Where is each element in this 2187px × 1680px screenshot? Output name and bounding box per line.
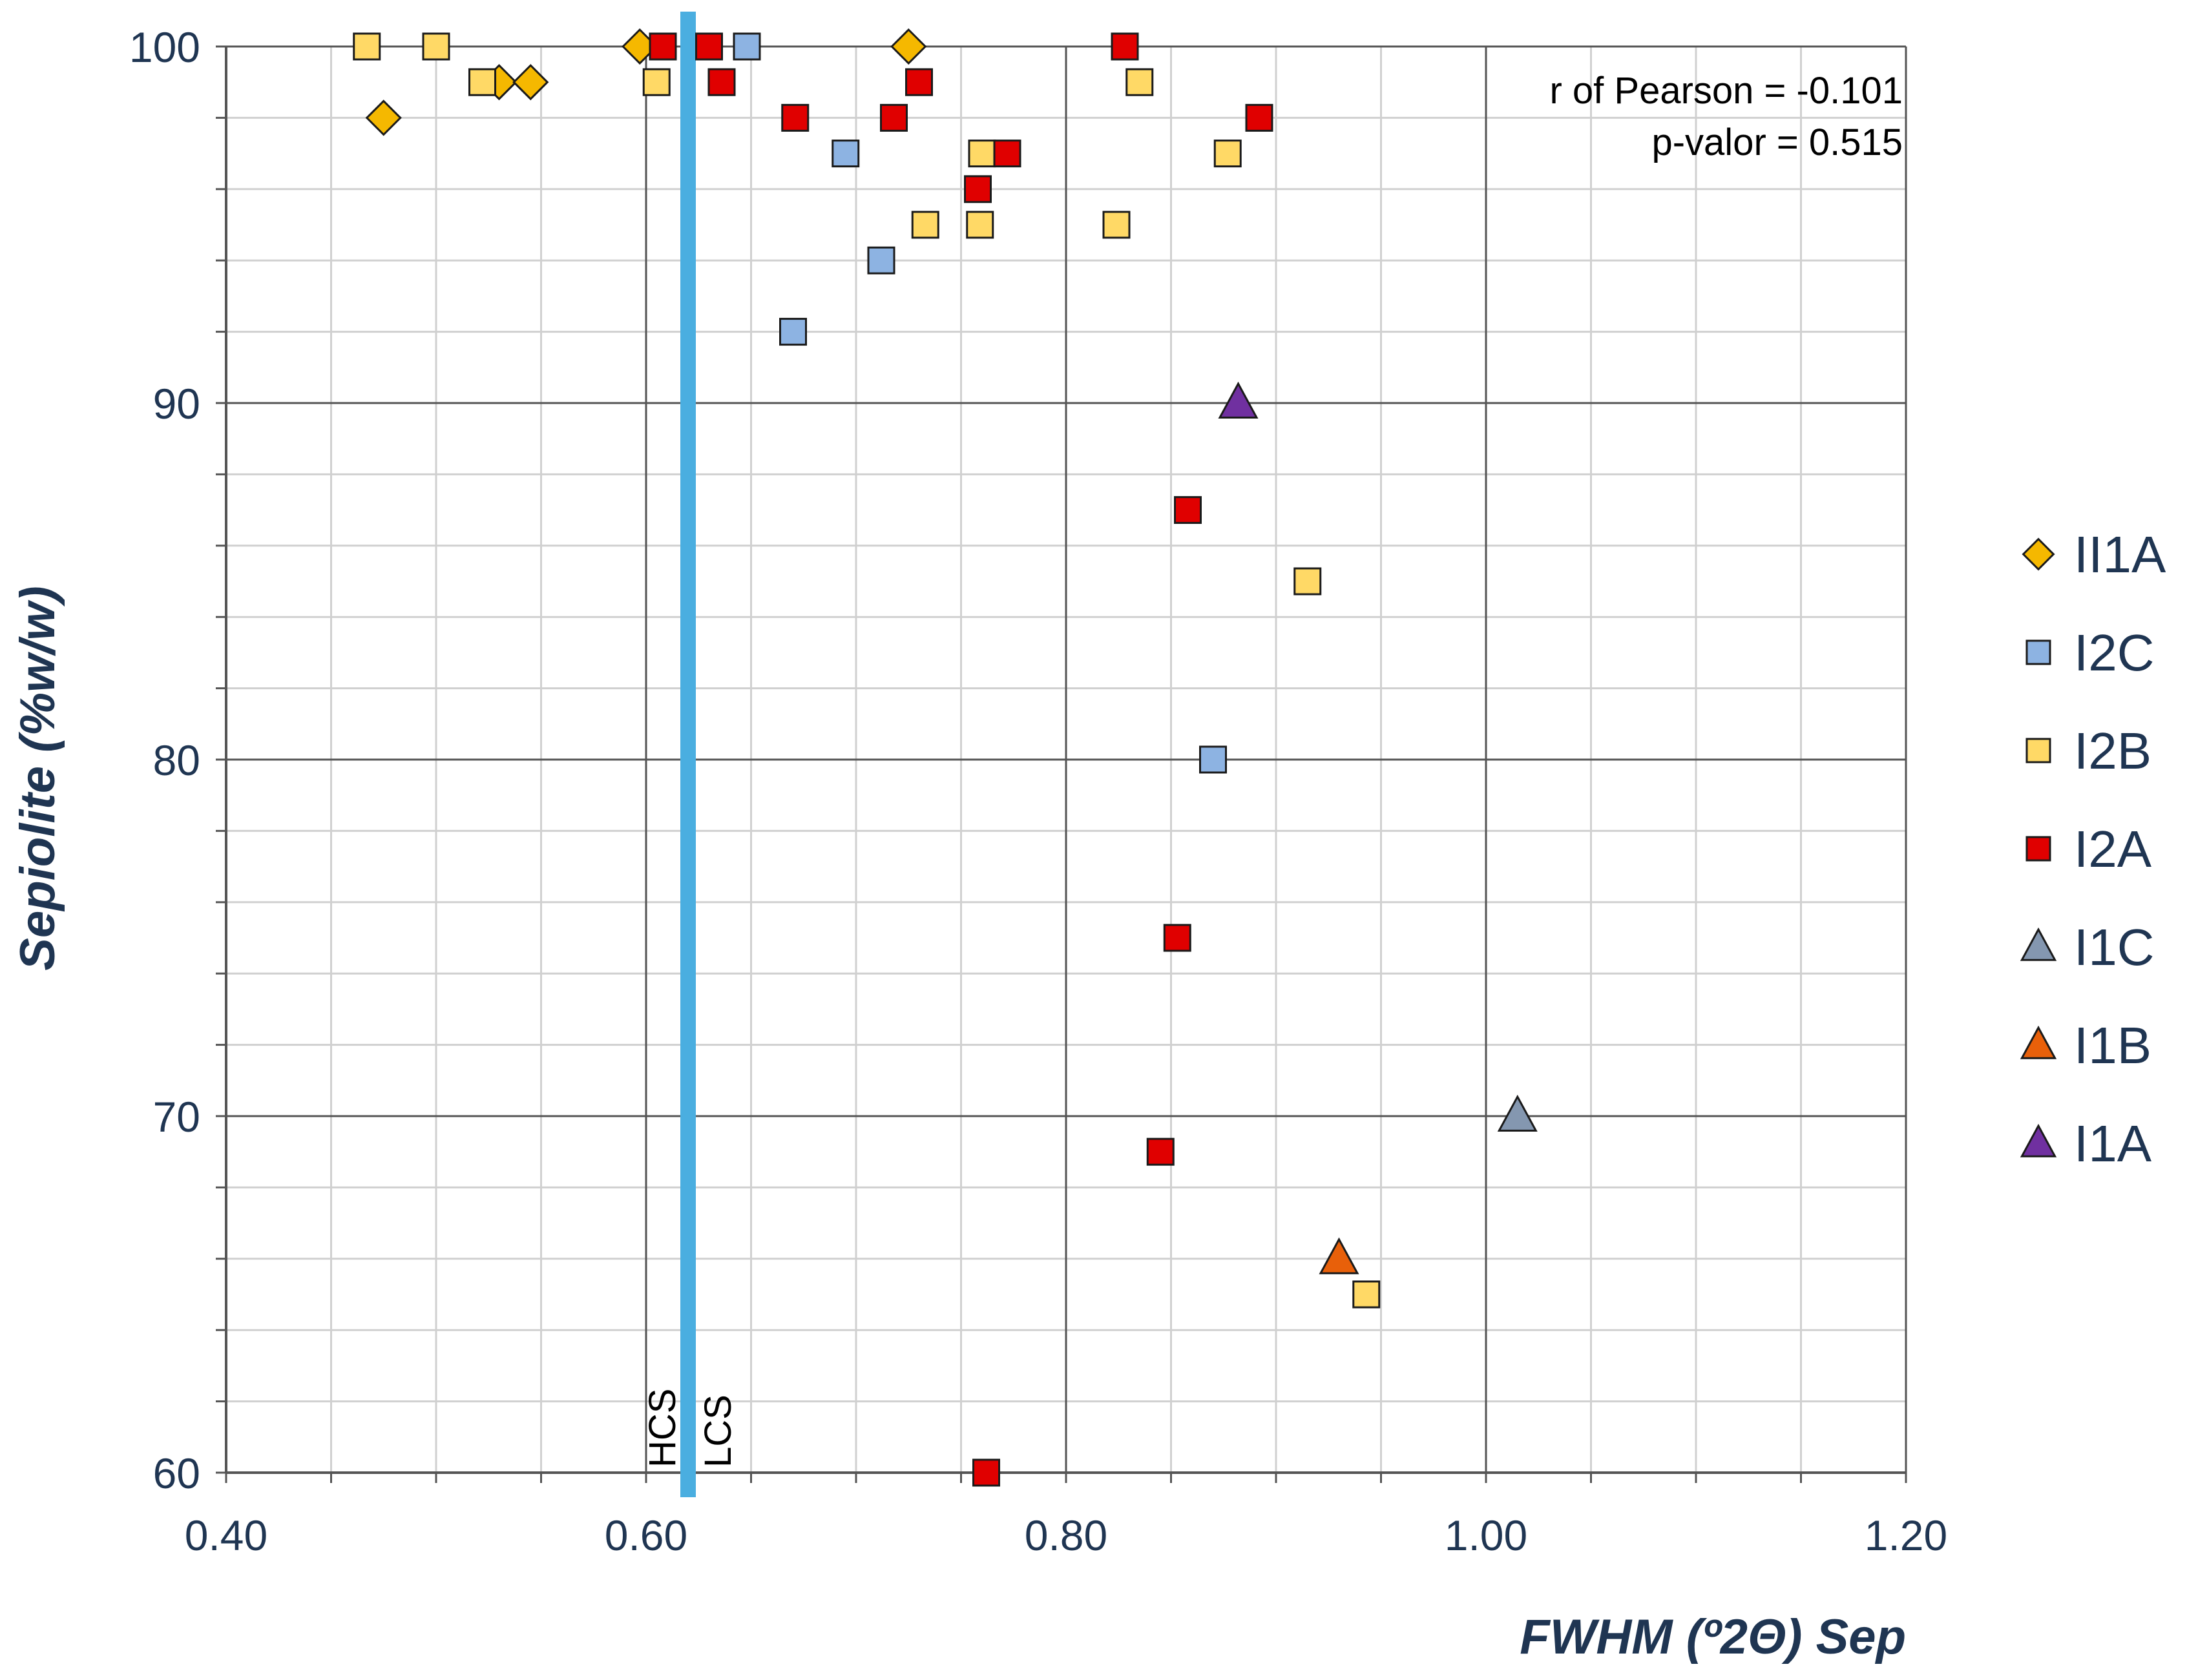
point-ii1a [512,64,549,101]
point-i2b [911,211,939,239]
x-axis-label: FWHM (º2Θ) Sep [1520,1610,1906,1664]
point-i2a [880,103,908,132]
point-i2b [1125,68,1154,96]
point-i2a [1174,496,1202,524]
x-tick-label: 0.80 [1025,1511,1107,1559]
point-i2b [1102,211,1131,239]
legend-label-i2b: I2B [2074,722,2151,780]
tick-marks [216,45,1907,1483]
point-i2a [1146,1137,1175,1166]
legend-label-i1b: I1B [2074,1017,2151,1074]
legend-label-i2a: I2A [2074,820,2152,878]
point-ii1a [890,28,927,65]
y-tick-label: 60 [153,1449,200,1497]
y-tick-labels: 60 70 80 90 100 [129,23,200,1497]
legend-label-ii1a: II1A [2074,526,2166,583]
point-i2a [905,68,933,96]
point-i2b [1293,567,1322,596]
y-tick-label: 100 [129,23,200,71]
x-tick-label: 0.60 [605,1511,687,1559]
x-tick-label: 1.20 [1865,1511,1947,1559]
point-i2a [1163,924,1191,952]
legend-marker-i2b [2025,738,2051,763]
point-i2a [1111,32,1139,61]
point-i2b [422,32,450,61]
y-tick-label: 70 [153,1093,200,1141]
y-axis-label: Sepiolite (%w/w) [10,586,65,970]
legend-label-i1a: I1A [2074,1115,2152,1172]
x-tick-labels: 0.40 0.60 0.80 1.00 1.20 [185,1511,1947,1559]
point-i2b [966,211,994,239]
reference-label-hcs: HCS [642,1389,684,1467]
point-i2a [649,32,677,61]
legend-marker-ii1a [2022,537,2055,571]
point-i2a [707,68,736,96]
y-tick-label: 80 [153,736,200,784]
point-i2a [695,32,723,61]
point-i2b [1352,1280,1381,1309]
annotation-p-value: p-valor = 0.515 [1651,121,1903,163]
data-points [353,28,1538,1487]
point-i2b [353,32,381,61]
point-i1a [1218,381,1259,419]
point-i2b [1213,140,1242,168]
point-i1c [1497,1094,1538,1132]
point-i2c [832,140,860,168]
legend-marker-i2a [2025,836,2051,862]
legend-marker-i2c [2025,639,2051,665]
reference-line-group: HCS LCS [642,12,739,1497]
point-i2b [968,140,996,168]
point-ii1a [365,99,402,136]
x-tick-label: 1.00 [1445,1511,1527,1559]
y-tick-label: 90 [153,380,200,428]
legend-marker-i1c [2020,927,2057,961]
point-i2a [993,140,1021,168]
point-i2a [964,175,992,203]
point-i1b [1319,1237,1359,1274]
point-i2a [972,1458,1000,1487]
point-i2c [733,32,761,61]
point-i2c [867,246,895,275]
legend: II1A I2C I2B I2A I1C I1B I1A [2020,526,2166,1172]
legend-marker-i1a [2020,1123,2057,1157]
point-i2b [468,68,496,96]
reference-label-lcs: LCS [697,1395,739,1467]
legend-marker-i1b [2020,1025,2057,1059]
annotation-pearson: r of Pearson = -0.101 [1550,70,1903,112]
legend-label-i2c: I2C [2074,624,2155,681]
x-tick-label: 0.40 [185,1511,267,1559]
point-i2b [642,68,671,96]
legend-label-i1c: I1C [2074,918,2155,976]
point-i2c [779,318,807,346]
point-i2a [1245,103,1273,132]
point-i2c [1199,745,1227,774]
point-i2a [781,103,810,132]
